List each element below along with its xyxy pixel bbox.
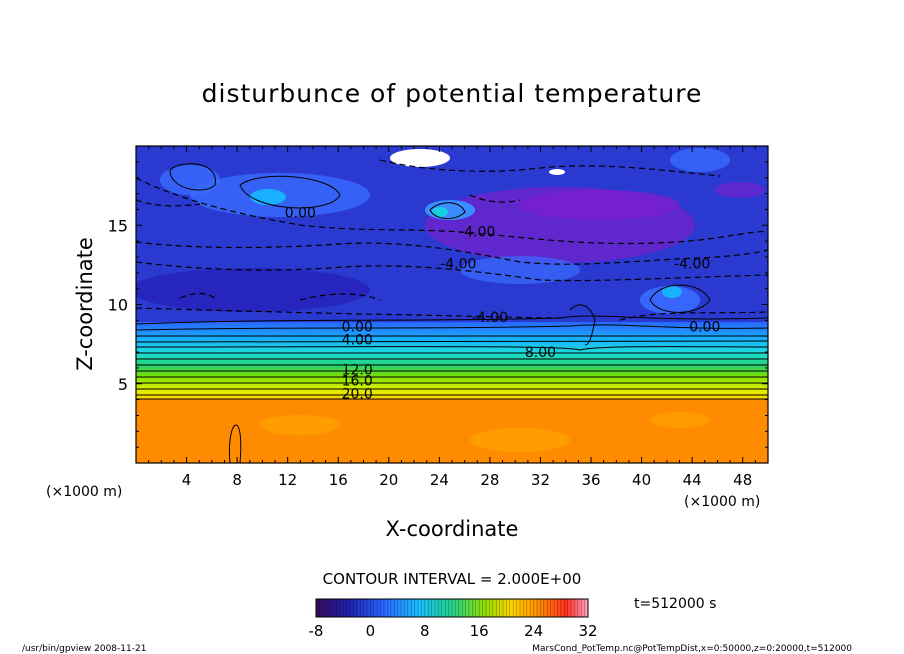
contour-label: -4.00 — [472, 310, 508, 326]
contour-lines-dashed — [136, 159, 768, 321]
x-tick-label: 20 — [379, 471, 398, 489]
field-patch — [260, 415, 340, 435]
colorbar-stripes — [319, 599, 585, 617]
colorbar-fill — [316, 599, 588, 617]
contour-label: -4.00 — [459, 225, 495, 241]
y-tick-label: 10 — [108, 296, 128, 315]
colorbar-tick-label: 0 — [366, 622, 376, 640]
contour-labels: 0.00-4.00-4.00-4.00-4.000.00 0.004.008.00… — [285, 206, 721, 403]
field-patch — [520, 190, 680, 220]
x-tick-label: 8 — [232, 471, 242, 489]
contour-label: -4.00 — [674, 256, 710, 272]
gradient-layer — [136, 322, 768, 400]
x-axis-label: X-coordinate — [386, 517, 519, 541]
contour-label: 16.0 — [342, 374, 373, 390]
y-tick-label: 5 — [118, 375, 128, 394]
colorbar-tick-label: 16 — [470, 622, 489, 640]
x-tick-label: 48 — [733, 471, 752, 489]
x-tick-label: 36 — [581, 471, 600, 489]
x-axis: 4 8 12 16 20 24 28 32 36 40 44 48 — [148, 146, 756, 489]
x-unit-left: (×1000 m) — [46, 484, 122, 500]
contour-label: 20.0 — [342, 386, 373, 402]
plot-area — [136, 146, 768, 463]
contour-label: 0.00 — [342, 320, 373, 336]
footer-left: /usr/bin/gpview 2008-11-21 — [22, 644, 146, 654]
colorbar-frame — [315, 598, 589, 618]
field-patch — [715, 182, 765, 198]
colorbar-tick-label: 8 — [420, 622, 430, 640]
contour-label: 0.00 — [689, 320, 720, 336]
missing-data-patch — [549, 169, 565, 175]
field-patch — [136, 268, 370, 312]
x-tick-label: 40 — [632, 471, 651, 489]
x-tick-label: 28 — [480, 471, 499, 489]
contour-label: 8.00 — [525, 345, 556, 361]
field-patch — [250, 189, 286, 205]
x-tick-label: 12 — [278, 471, 297, 489]
field-patch — [470, 428, 570, 452]
surface-layer — [136, 399, 768, 463]
contour-label: 0.00 — [285, 206, 316, 222]
field-patch — [662, 286, 682, 298]
contour-interval-label: CONTOUR INTERVAL = 2.000E+00 — [323, 570, 582, 588]
y-tick-label: 15 — [108, 216, 128, 235]
missing-data-patch — [390, 149, 450, 167]
contour-label: -4.00 — [440, 256, 476, 272]
time-label: t=512000 s — [634, 596, 716, 612]
colorbar-tick-label: -8 — [309, 622, 324, 640]
contour-label: 12.0 — [342, 362, 373, 378]
chart-title: disturbunce of potential temperature — [202, 79, 703, 108]
x-tick-label: 32 — [531, 471, 550, 489]
field-patch — [670, 148, 730, 172]
x-tick-label: 4 — [182, 471, 192, 489]
field-patch — [650, 412, 710, 428]
field-patch — [460, 256, 580, 284]
contour-lines-solid — [136, 163, 768, 463]
x-tick-label: 44 — [683, 471, 702, 489]
colorbar-tick-label: 32 — [578, 622, 597, 640]
colorbar-tick-label: 24 — [524, 622, 543, 640]
y-axis-label: Z-coordinate — [73, 237, 97, 371]
x-unit-right: (×1000 m) — [684, 494, 760, 510]
field-patch — [432, 207, 448, 217]
footer-right: MarsCond_PotTemp.nc@PotTempDist,x=0:5000… — [532, 644, 852, 654]
field-patch — [160, 165, 220, 195]
x-tick-label: 16 — [329, 471, 348, 489]
contour-label: 4.00 — [342, 332, 373, 348]
colorbar-ticks: -8 0 8 16 24 32 — [309, 622, 598, 640]
y-axis: 5 10 15 — [108, 161, 768, 448]
x-tick-label: 24 — [430, 471, 449, 489]
colorbar: -8 0 8 16 24 32 — [309, 598, 598, 640]
